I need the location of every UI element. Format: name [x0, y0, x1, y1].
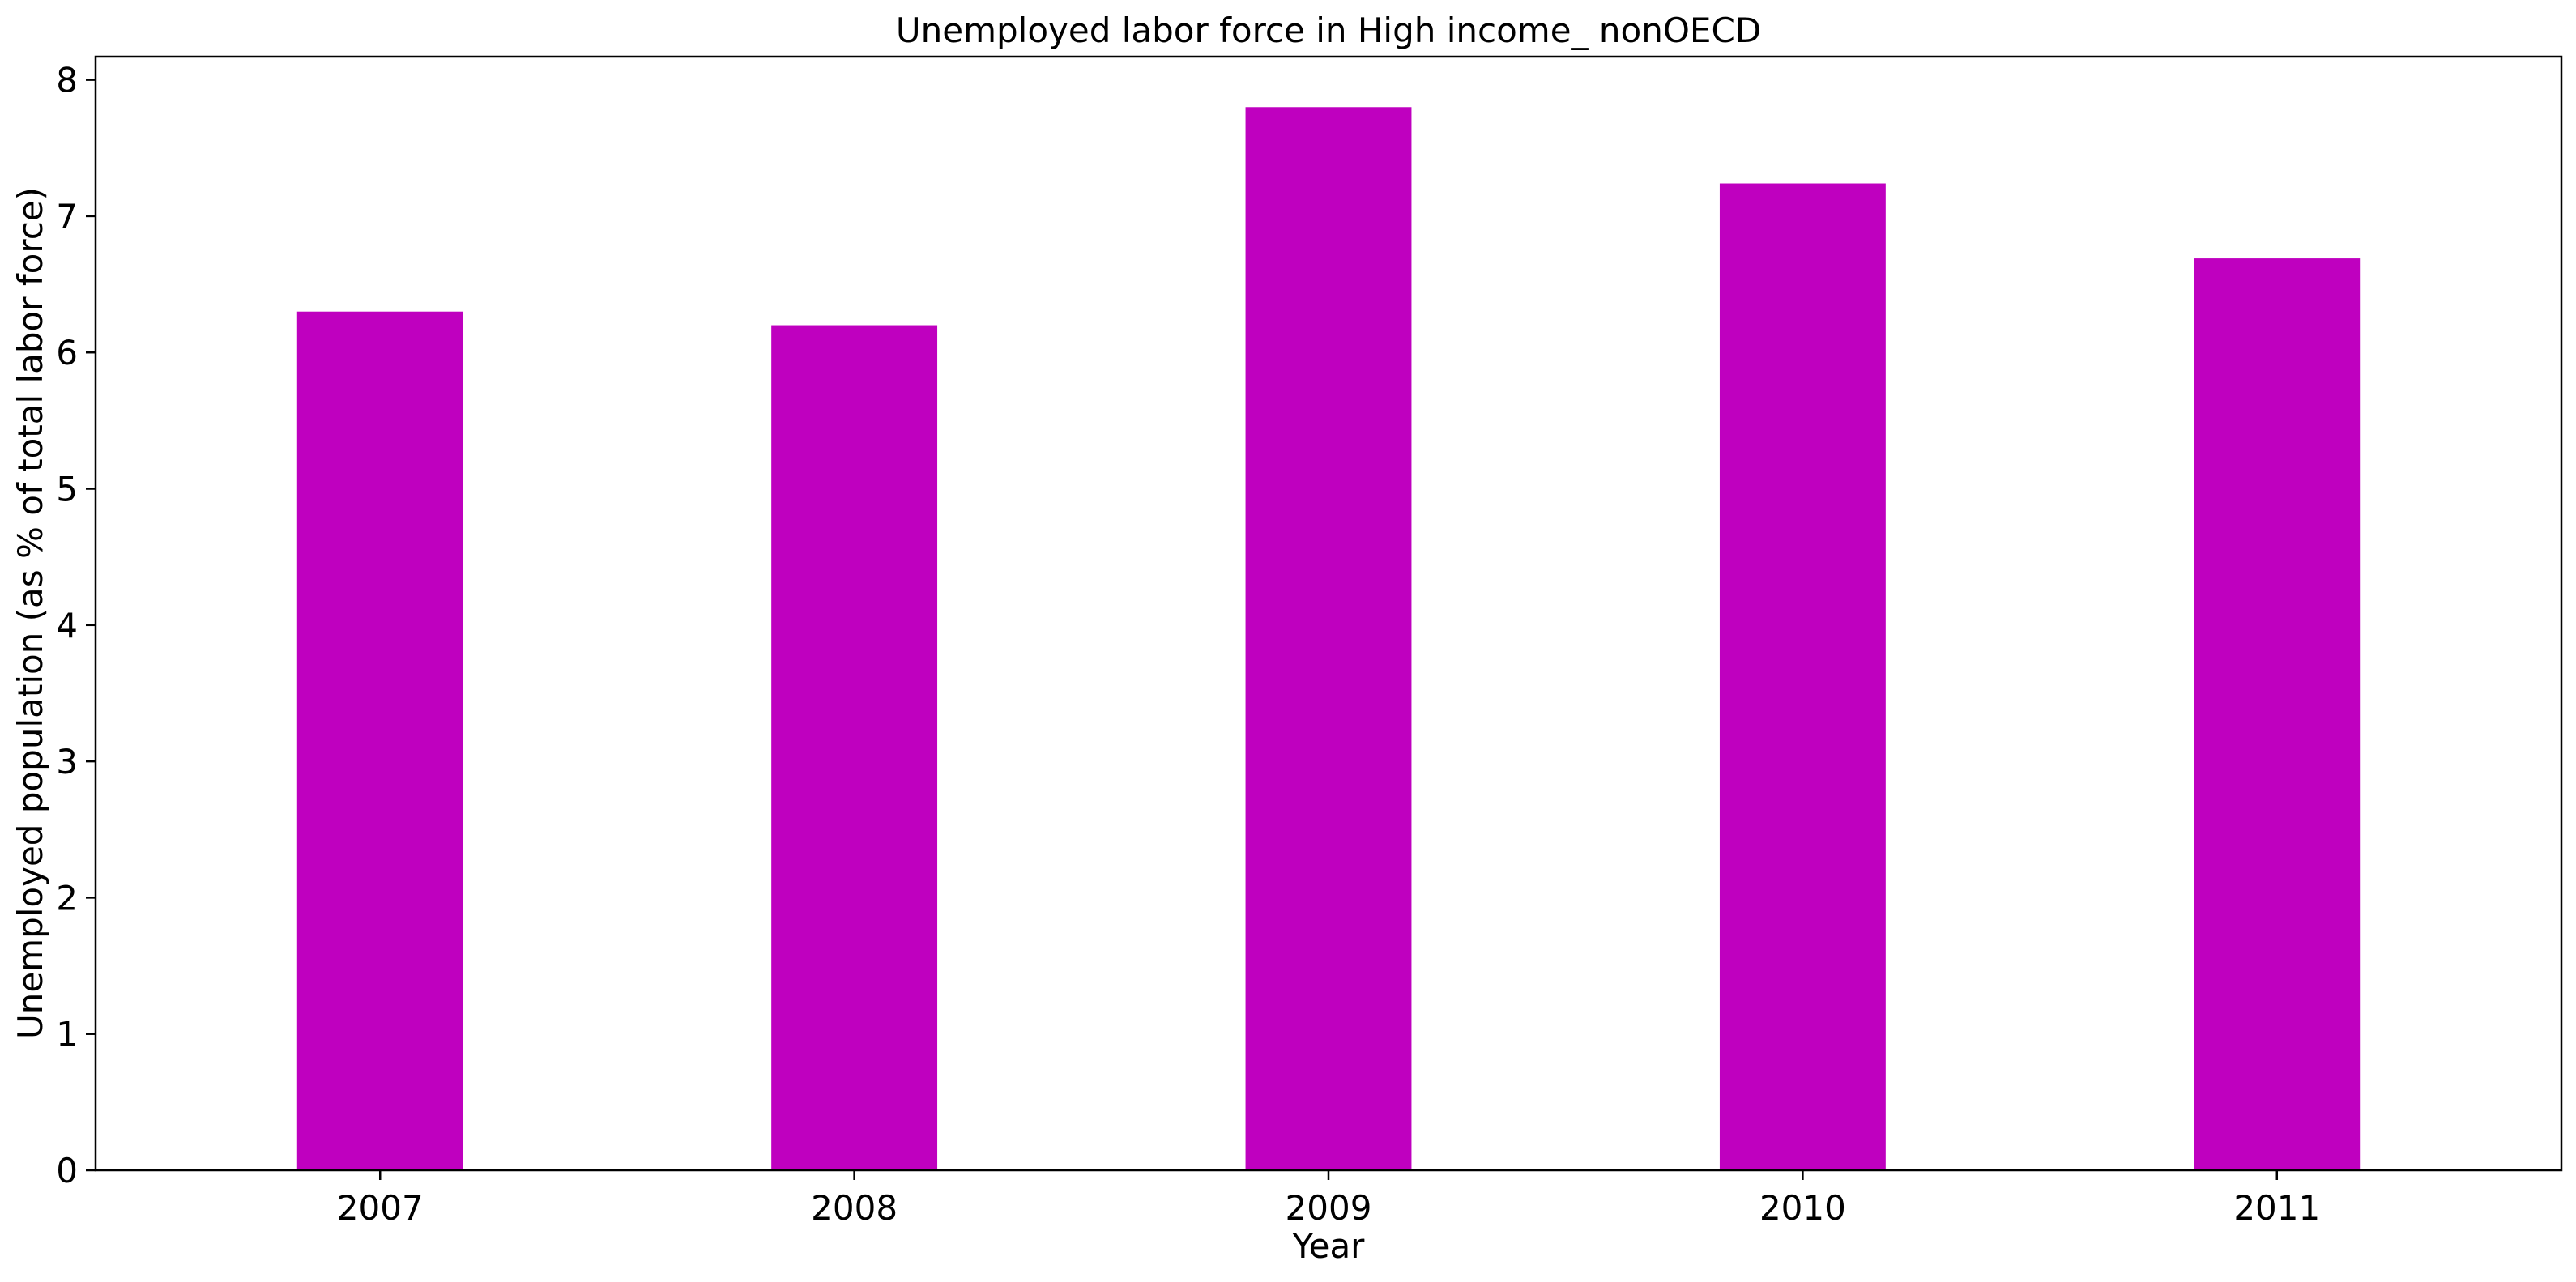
y-tick-label-6: 6 [56, 333, 78, 373]
x-tick-label-2010: 2010 [1759, 1188, 1846, 1228]
x-tick-label-2011: 2011 [2233, 1188, 2320, 1228]
y-axis-label: Unemployed population (as % of total lab… [11, 187, 50, 1039]
y-axis: 0 1 2 3 4 5 6 7 8 [56, 61, 96, 1190]
y-tick-label-5: 5 [56, 470, 78, 509]
y-tick-label-4: 4 [56, 606, 78, 645]
y-tick-label-7: 7 [56, 197, 78, 236]
x-tick-label-2008: 2008 [811, 1188, 898, 1228]
x-tick-label-2007: 2007 [337, 1188, 424, 1228]
bar-2010 [1719, 183, 1886, 1171]
x-tick-label-2009: 2009 [1286, 1188, 1372, 1228]
y-tick-label-8: 8 [56, 61, 78, 100]
bar-2011 [2194, 258, 2361, 1170]
y-tick-label-0: 0 [56, 1151, 78, 1190]
bars-layer [296, 107, 2361, 1171]
y-tick-label-3: 3 [56, 742, 78, 782]
x-axis-label: Year [1292, 1226, 1366, 1266]
y-tick-label-2: 2 [56, 878, 78, 918]
bar-2009 [1245, 107, 1412, 1170]
x-axis: 2007 2008 2009 2010 2011 [337, 1170, 2320, 1228]
bar-2008 [771, 325, 938, 1170]
chart-title: Unemployed labor force in High income_ n… [896, 11, 1761, 50]
y-tick-label-1: 1 [56, 1015, 78, 1054]
bar-2007 [296, 311, 463, 1170]
